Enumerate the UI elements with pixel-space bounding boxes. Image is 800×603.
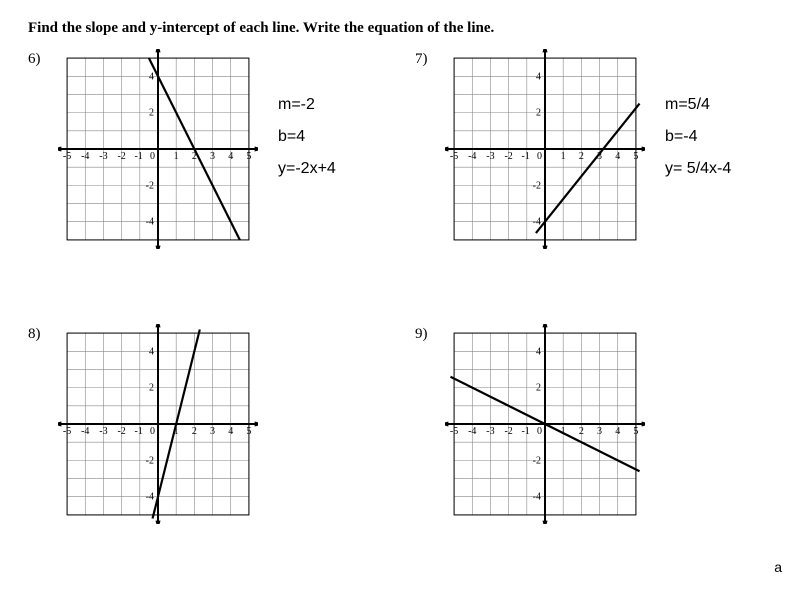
svg-text:5: 5	[633, 151, 638, 162]
svg-text:-4: -4	[468, 426, 476, 437]
svg-text:4: 4	[536, 71, 541, 82]
answer-slope: m=-2	[278, 89, 336, 121]
svg-text:-1: -1	[134, 426, 142, 437]
svg-text:-2: -2	[117, 426, 125, 437]
svg-text:-2: -2	[146, 455, 154, 466]
svg-text:-3: -3	[99, 426, 107, 437]
svg-text:2: 2	[579, 151, 584, 162]
svg-text:5: 5	[246, 151, 251, 162]
svg-text:0: 0	[537, 151, 542, 162]
svg-text:2: 2	[192, 426, 197, 437]
problem-number: 7)	[415, 49, 445, 68]
svg-text:2: 2	[579, 426, 584, 437]
svg-text:-1: -1	[521, 151, 529, 162]
instruction-text: Find the slope and y-intercept of each l…	[28, 20, 772, 37]
problem-9: 9) -5-4-3-2-1123450-4-224	[415, 324, 772, 529]
problem-7: 7) -5-4-3-2-1123450-4-224 m=5/4 b=-4 y= …	[415, 49, 772, 254]
svg-text:-1: -1	[521, 426, 529, 437]
answer-slope: m=5/4	[665, 89, 731, 121]
svg-text:1: 1	[174, 151, 179, 162]
answer-intercept: b=-4	[665, 121, 731, 153]
answer-equation: y=-2x+4	[278, 153, 336, 185]
svg-text:-2: -2	[146, 180, 154, 191]
svg-text:-2: -2	[533, 180, 541, 191]
svg-text:-2: -2	[117, 151, 125, 162]
svg-text:4: 4	[615, 151, 620, 162]
svg-text:-1: -1	[134, 151, 142, 162]
svg-text:-2: -2	[504, 151, 512, 162]
answer-intercept: b=4	[278, 121, 336, 153]
svg-text:-2: -2	[533, 455, 541, 466]
svg-text:-3: -3	[486, 426, 494, 437]
svg-text:-5: -5	[450, 151, 458, 162]
problems-grid: 6) -5 -4 -3 -2 -1 1 2 3 4 5 0 -4 -2 2 4 m=-2 b=4 y=-2x…	[28, 49, 772, 529]
problem-6-answers: m=-2 b=4 y=-2x+4	[278, 89, 336, 185]
svg-text:1: 1	[561, 151, 566, 162]
svg-text:-2: -2	[504, 426, 512, 437]
problem-number: 9)	[415, 324, 445, 343]
svg-text:-4: -4	[146, 217, 154, 228]
answer-equation: y= 5/4x-4	[665, 153, 731, 185]
svg-text:-4: -4	[468, 151, 476, 162]
problem-number: 6)	[28, 49, 58, 68]
svg-text:4: 4	[536, 346, 541, 357]
svg-text:-5: -5	[450, 426, 458, 437]
svg-text:0: 0	[150, 426, 155, 437]
problem-6: 6) -5-4-3-2-1123450-4-224 m=-2 b=4 y=-2x…	[28, 49, 385, 254]
svg-text:-4: -4	[146, 492, 154, 503]
svg-text:-3: -3	[486, 151, 494, 162]
svg-text:5: 5	[246, 426, 251, 437]
problem-8-chart: -5-4-3-2-1123450-4-224	[58, 324, 258, 529]
svg-text:-4: -4	[81, 151, 89, 162]
svg-text:-3: -3	[99, 151, 107, 162]
problem-7-answers: m=5/4 b=-4 y= 5/4x-4	[665, 89, 731, 185]
problem-number: 8)	[28, 324, 58, 343]
svg-text:2: 2	[149, 108, 154, 119]
svg-text:3: 3	[210, 426, 215, 437]
svg-text:4: 4	[615, 426, 620, 437]
svg-text:3: 3	[210, 151, 215, 162]
svg-text:4: 4	[149, 346, 154, 357]
svg-text:3: 3	[597, 426, 602, 437]
svg-text:-4: -4	[81, 426, 89, 437]
svg-text:-4: -4	[533, 217, 541, 228]
svg-text:0: 0	[150, 151, 155, 162]
svg-text:2: 2	[536, 383, 541, 394]
svg-text:4: 4	[149, 71, 154, 82]
svg-text:-5: -5	[63, 426, 71, 437]
problem-8: 8) -5-4-3-2-1123450-4-224	[28, 324, 385, 529]
svg-text:2: 2	[536, 108, 541, 119]
problem-9-chart: -5-4-3-2-1123450-4-224	[445, 324, 645, 529]
svg-text:-4: -4	[533, 492, 541, 503]
problem-6-chart: -5-4-3-2-1123450-4-224	[58, 49, 258, 254]
svg-text:2: 2	[149, 383, 154, 394]
problem-7-chart: -5-4-3-2-1123450-4-224	[445, 49, 645, 254]
svg-text:5: 5	[633, 426, 638, 437]
svg-text:4: 4	[228, 426, 233, 437]
svg-text:-5: -5	[63, 151, 71, 162]
svg-text:0: 0	[537, 426, 542, 437]
svg-text:4: 4	[228, 151, 233, 162]
corner-letter: a	[774, 559, 782, 575]
